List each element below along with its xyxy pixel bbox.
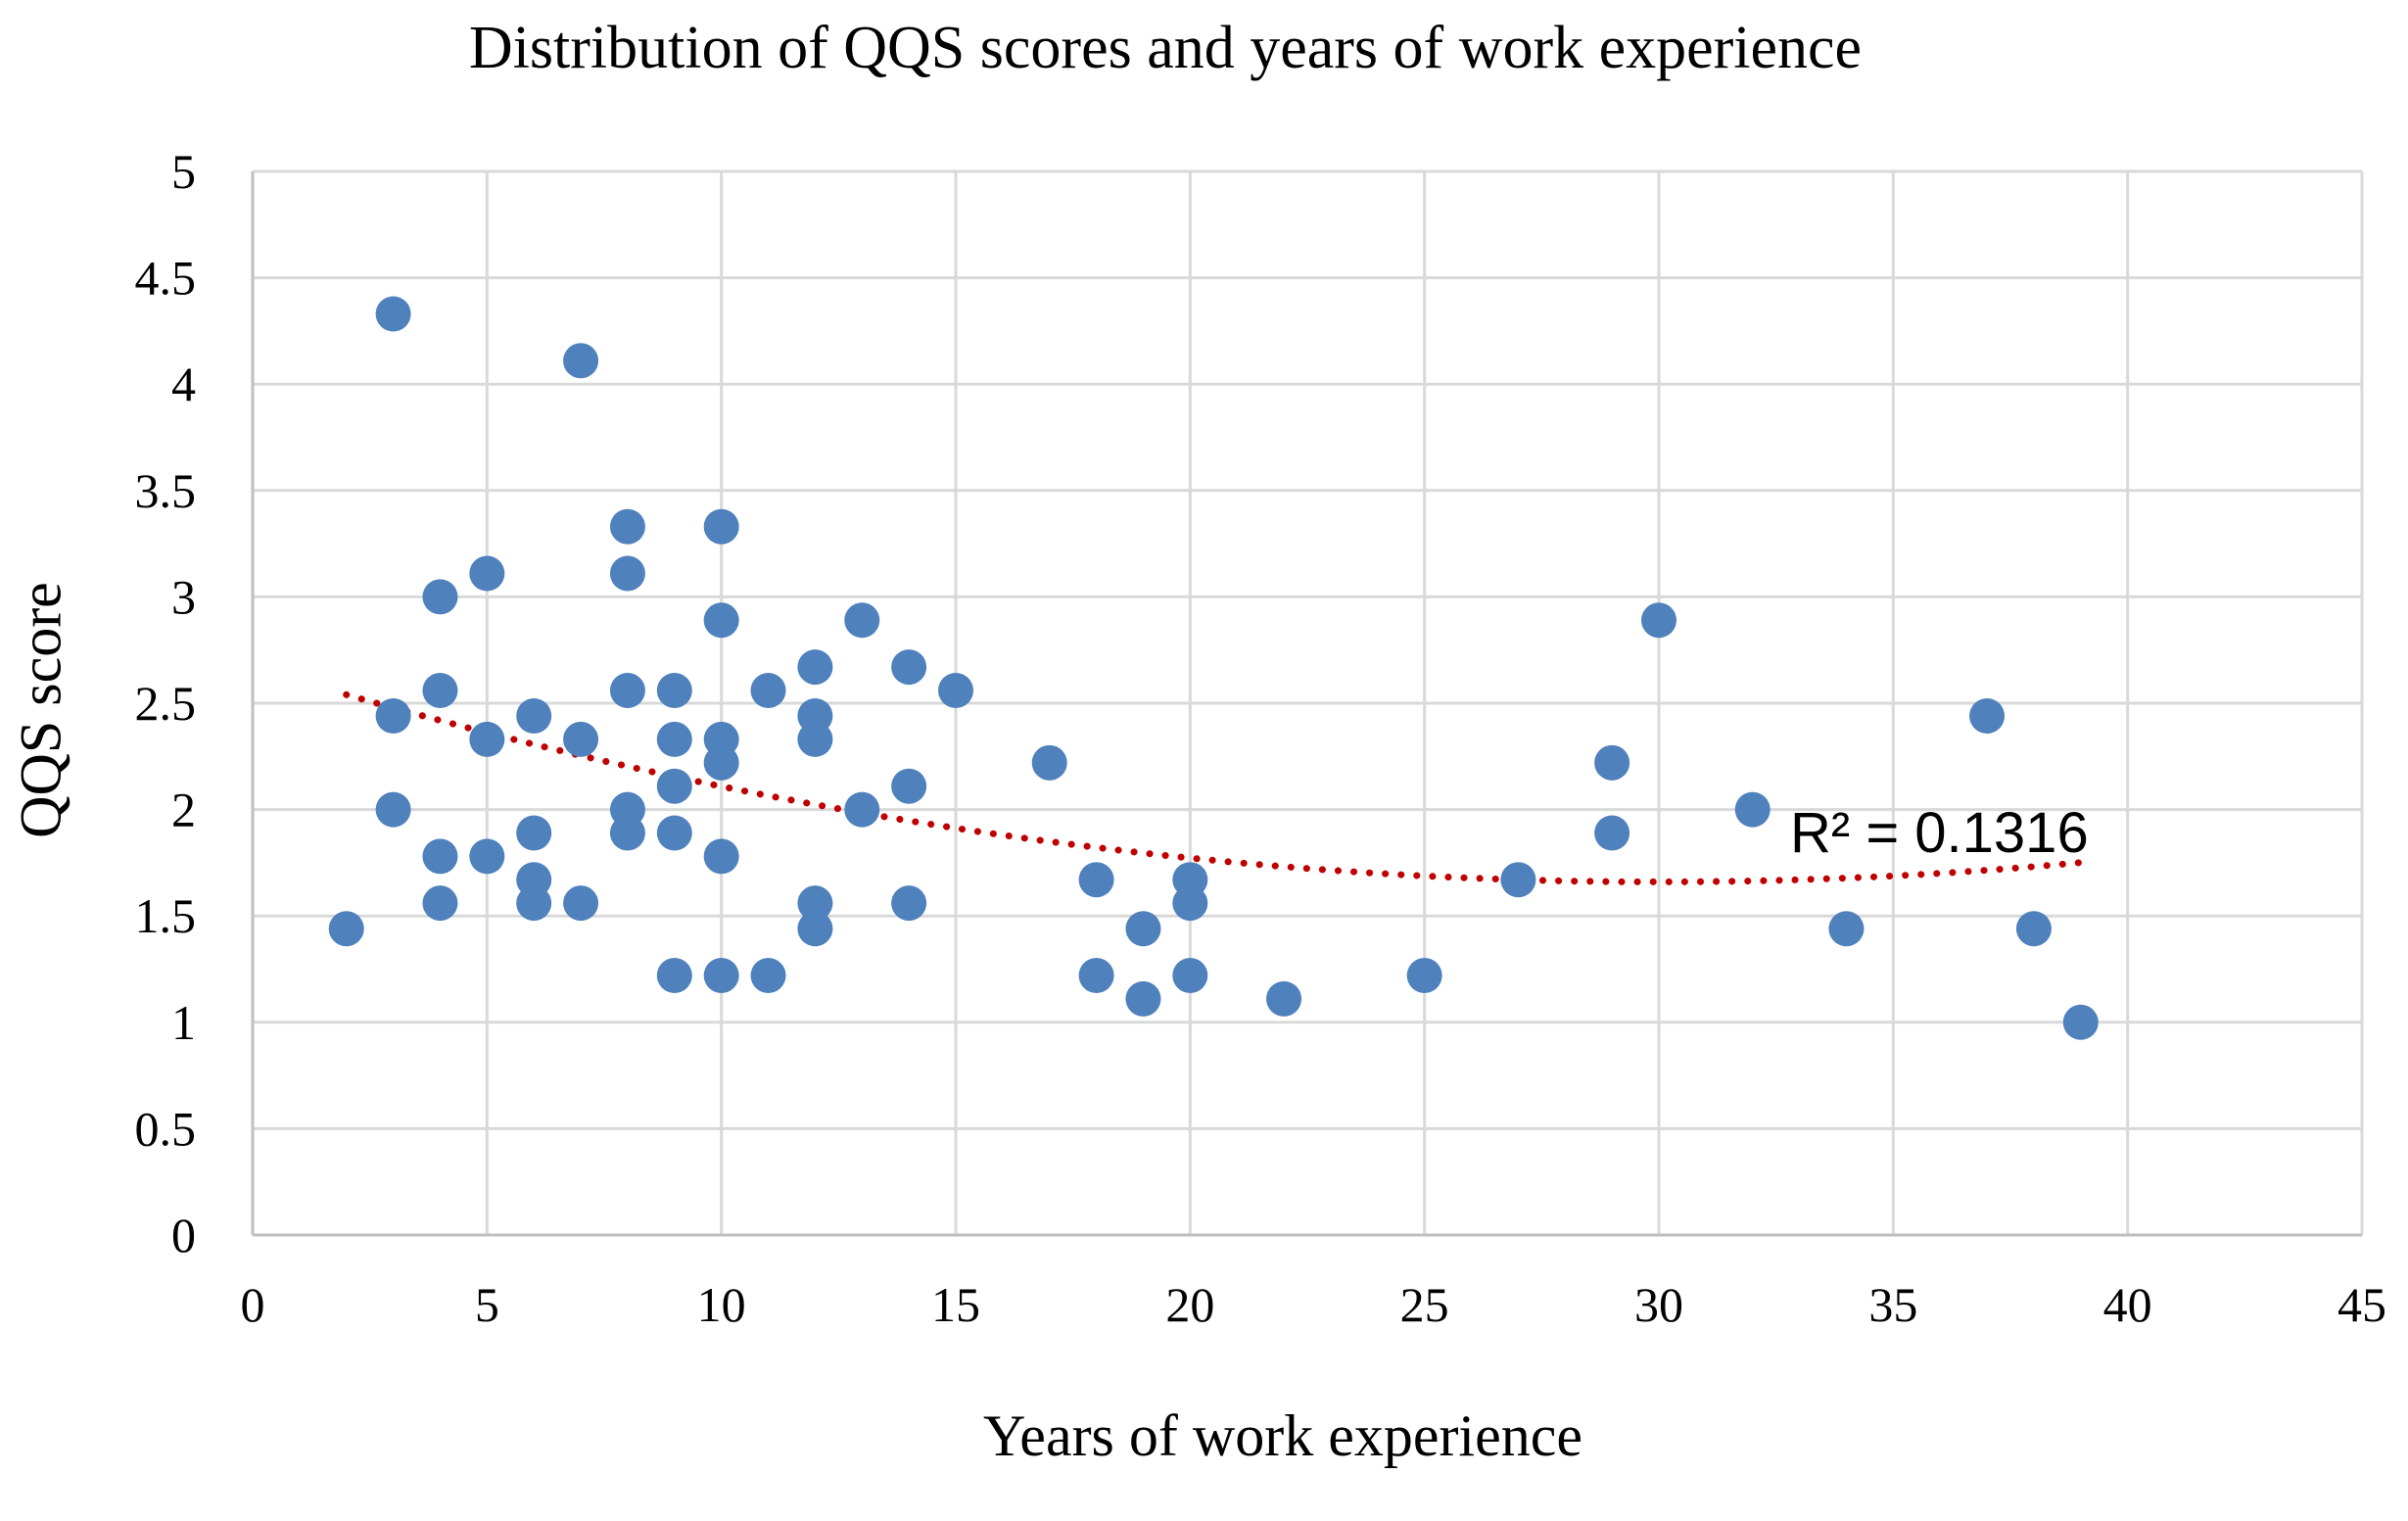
data-point: [891, 885, 927, 922]
x-tick-label: 30: [1634, 1277, 1683, 1332]
data-point: [516, 815, 552, 851]
data-point: [563, 721, 599, 757]
x-tick-label: 45: [2337, 1277, 2386, 1332]
x-axis-title: Years of work experience: [982, 1403, 1582, 1468]
data-point: [1734, 791, 1771, 828]
data-point: [797, 649, 833, 686]
data-point: [891, 649, 927, 686]
data-point: [1031, 744, 1067, 781]
data-point: [469, 721, 505, 757]
data-point: [328, 911, 364, 947]
gridlines: [253, 169, 2364, 1235]
data-point: [1828, 911, 1865, 947]
data-point: [516, 698, 552, 735]
y-tick-label: 4.5: [135, 251, 197, 306]
data-point: [1406, 958, 1442, 994]
data-point: [469, 838, 505, 875]
data-point: [609, 555, 645, 592]
data-point: [609, 508, 645, 545]
r-squared-label: R² = 0.1316: [1790, 801, 2089, 865]
data-point: [938, 672, 973, 708]
data-point: [1172, 885, 1208, 922]
data-point: [656, 721, 692, 757]
data-point: [844, 791, 880, 828]
data-point: [422, 885, 458, 922]
y-tick-label: 3: [171, 569, 196, 624]
data-point: [1594, 815, 1630, 851]
data-point: [750, 958, 786, 994]
data-point: [656, 958, 692, 994]
y-tick-label: 0: [171, 1208, 196, 1262]
x-tick-label: 15: [931, 1277, 980, 1332]
data-point: [1500, 862, 1536, 898]
data-point: [656, 815, 692, 851]
data-points: [328, 296, 2099, 1040]
x-tick-label: 5: [475, 1277, 499, 1332]
data-point: [2015, 911, 2052, 947]
data-point: [703, 744, 739, 781]
data-point: [1078, 958, 1114, 994]
data-point: [703, 838, 739, 875]
axes: [251, 171, 2362, 1237]
x-tick-label: 25: [1400, 1277, 1449, 1332]
data-point: [1594, 744, 1630, 781]
data-point: [1969, 698, 2006, 735]
y-tick-label: 0.5: [135, 1101, 197, 1156]
x-tick-label: 20: [1165, 1277, 1214, 1332]
data-point: [703, 508, 739, 545]
data-point: [797, 885, 833, 922]
y-tick-label: 2.5: [135, 676, 197, 731]
y-tick-label: 3.5: [135, 463, 197, 518]
data-point: [2062, 1004, 2099, 1040]
tick-labels: 0 0.5 1 1.5 2 2.5 3 3.5 4 4.5 5 0 5 10 15 20 25 30 35 40 45: [135, 144, 2387, 1332]
y-tick-label: 4: [171, 356, 196, 411]
y-tick-label: 1.5: [135, 888, 197, 943]
data-point: [797, 911, 833, 947]
data-point: [1125, 911, 1161, 947]
data-point: [656, 672, 692, 708]
data-point: [1266, 980, 1302, 1017]
chart-title: Distribution of QQS scores and years of …: [468, 15, 1863, 81]
x-tick-label: 40: [2103, 1277, 2152, 1332]
data-point: [1172, 958, 1208, 994]
y-tick-label: 5: [171, 144, 196, 199]
data-point: [422, 579, 458, 615]
data-point: [609, 672, 645, 708]
data-point: [609, 815, 645, 851]
y-tick-label: 2: [171, 783, 196, 837]
data-point: [375, 296, 411, 332]
data-point: [1078, 862, 1114, 898]
data-point: [797, 721, 833, 757]
data-point: [891, 768, 927, 804]
data-point: [703, 602, 739, 639]
data-point: [516, 885, 552, 922]
data-point: [563, 343, 599, 379]
data-point: [1125, 980, 1161, 1017]
data-point: [469, 555, 505, 592]
data-point: [375, 791, 411, 828]
data-point: [844, 602, 880, 639]
data-point: [1641, 602, 1676, 639]
data-point: [422, 838, 458, 875]
data-point: [422, 672, 458, 708]
data-point: [703, 958, 739, 994]
trendline-path: [343, 690, 2085, 885]
y-tick-label: 1: [171, 995, 196, 1050]
x-tick-label: 10: [697, 1277, 746, 1332]
trendline: [343, 690, 2085, 885]
data-point: [656, 768, 692, 804]
x-tick-label: 0: [241, 1277, 265, 1332]
data-point: [750, 672, 786, 708]
data-point: [375, 698, 411, 735]
x-tick-label: 35: [1868, 1277, 1917, 1332]
data-point: [563, 885, 599, 922]
